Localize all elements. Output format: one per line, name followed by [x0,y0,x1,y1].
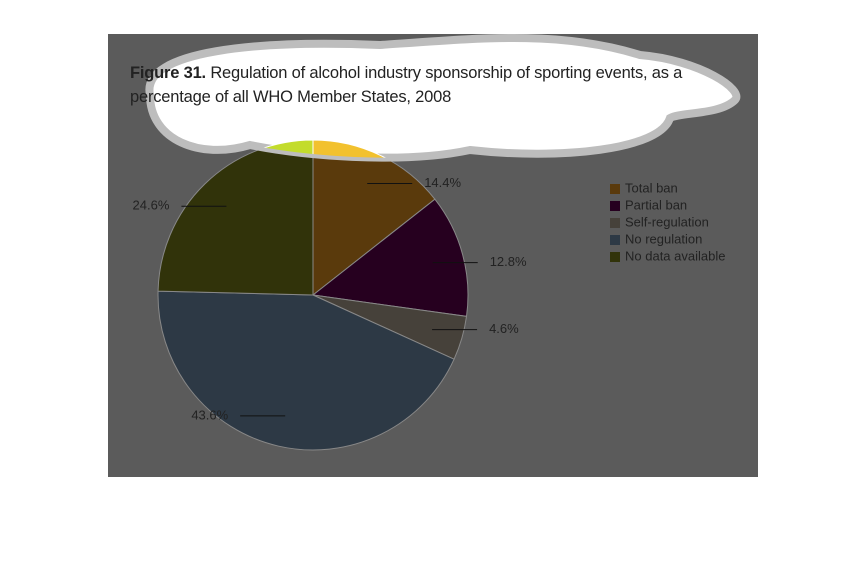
labels: 14.4% Total ban 12.8% Partial ban 4.6% Self-r… [133,175,726,422]
legend-label: Self-regulation [625,214,709,229]
title-label: Figure 31. [130,64,206,82]
legend-label: No data available [625,248,725,263]
data-label: 4.6% [489,321,519,336]
data-label: 14.4% [424,175,461,190]
pie-slice [157,290,455,451]
data-label: 24.6% [133,198,170,213]
data-label: 12.8% [490,254,527,269]
legend-label: Total ban [625,180,678,195]
pie-highlight [157,139,436,158]
legend-swatch [610,201,620,211]
pie-slice-highlight [312,139,436,158]
legend-label: No regulation [625,231,702,246]
legend-swatch [610,235,620,245]
title-text: Regulation of alcohol industry sponsorsh… [130,64,683,106]
legend-swatch [610,184,620,194]
data-label: 43.6% [191,407,228,422]
legend-label: Partial ban [625,197,687,212]
pie [157,139,469,451]
legend-swatch [610,252,620,262]
pie-slice [311,198,469,317]
legend-swatch [610,218,620,228]
pie-slice-highlight [157,139,314,158]
chart-title: Figure 31. Regulation of alcohol industr… [130,61,740,109]
